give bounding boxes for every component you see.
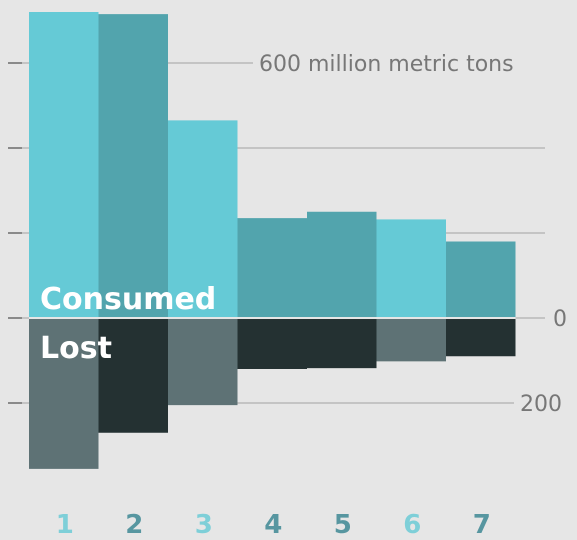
x-axis-category-labels: 1 2 3 4 5 6 7 <box>56 510 491 540</box>
x-category-label: 1 <box>56 510 74 540</box>
bar-lost-2 <box>98 318 168 433</box>
y-tick-label: 0 <box>553 307 567 332</box>
x-category-label: 3 <box>195 510 213 540</box>
tick-label-background <box>547 303 571 333</box>
x-category-label: 5 <box>334 510 352 540</box>
bar-lost-3 <box>168 318 238 406</box>
x-category-label: 7 <box>473 510 491 540</box>
bar-lost-1 <box>29 318 99 469</box>
inline-legend: Consumed Lost <box>40 282 216 366</box>
legend-label-lost: Lost <box>40 331 112 366</box>
bar-lost-6 <box>376 318 446 362</box>
tick-label-background <box>514 388 568 418</box>
bar-consumed-2 <box>98 14 168 318</box>
y-axis-tick-labels: 600 million metric tons 0 200 <box>253 48 571 418</box>
x-category-label: 6 <box>403 510 421 540</box>
x-category-label: 4 <box>264 510 282 540</box>
bar-lost-7 <box>446 318 516 357</box>
tick-label-background <box>253 48 565 78</box>
bars <box>29 12 516 469</box>
bar-consumed-7 <box>446 241 516 318</box>
x-category-label: 2 <box>125 510 143 540</box>
bar-consumed-1 <box>29 12 99 318</box>
y-tick-label: 600 million metric tons <box>259 52 514 77</box>
y-tick-label: 200 <box>520 392 562 417</box>
bar-consumed-3 <box>168 120 238 318</box>
legend-label-consumed: Consumed <box>40 282 216 317</box>
bar-consumed-6 <box>376 219 446 318</box>
bar-consumed-4 <box>237 218 307 318</box>
bar-lost-5 <box>307 318 377 369</box>
y-axis-ticks <box>8 62 22 404</box>
bar-consumed-5 <box>307 211 377 318</box>
bar-lost-4 <box>237 318 307 369</box>
